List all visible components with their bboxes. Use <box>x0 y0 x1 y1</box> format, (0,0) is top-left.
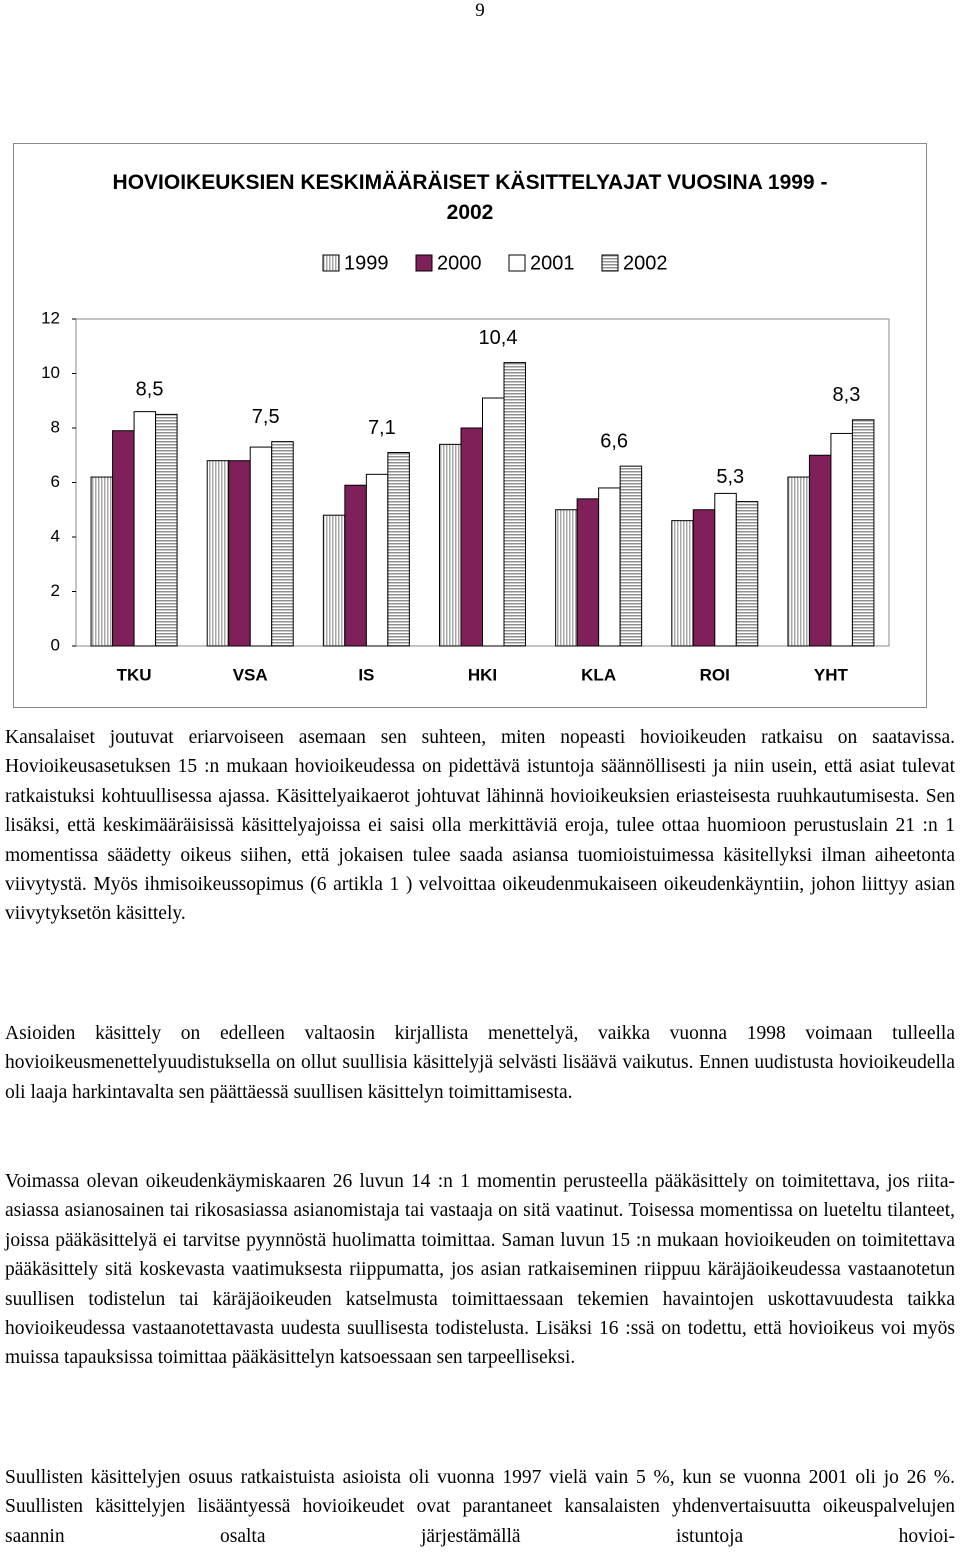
paragraph: Asioiden käsittely on edelleen valtaosin… <box>5 1023 955 1103</box>
data-label: 7,1 <box>368 417 396 439</box>
page-number: 9 <box>475 0 485 21</box>
bar <box>714 492 737 647</box>
bar <box>439 443 462 647</box>
x-tick-label: KLA <box>581 665 616 684</box>
bar <box>619 465 643 647</box>
paragraph: Kansalaiset joutuvat eriarvoiseen asemaa… <box>5 727 955 925</box>
data-label: 5,3 <box>716 466 744 488</box>
bar <box>322 514 346 647</box>
bar <box>692 509 716 647</box>
bar <box>598 487 621 647</box>
legend-label: 2000 <box>437 252 482 274</box>
y-tick-label: 8 <box>51 417 60 436</box>
x-tick-label: YHT <box>814 665 849 684</box>
x-tick-label: ROI <box>700 665 730 684</box>
bar <box>133 411 157 647</box>
legend-swatch <box>508 254 526 272</box>
y-tick-label: 2 <box>51 581 60 600</box>
chart: HOVIOIKEUKSIEN KESKIMÄÄRÄISET KÄSITTELYA… <box>13 143 927 708</box>
y-tick-label: 12 <box>41 308 60 327</box>
legend-label: 2002 <box>623 252 668 274</box>
bar <box>555 509 578 647</box>
bar <box>460 427 483 647</box>
bar <box>344 484 367 647</box>
paragraph: Voimassa olevan oikeudenkäymiskaaren 26 … <box>5 1171 955 1369</box>
y-tick-label: 4 <box>51 526 60 545</box>
data-label: 6,6 <box>600 430 628 452</box>
bar <box>735 501 759 647</box>
bar <box>112 430 135 647</box>
legend-swatch <box>322 254 340 272</box>
x-tick-label: HKI <box>468 665 497 684</box>
bar <box>387 452 410 647</box>
bar <box>206 460 230 647</box>
bar <box>155 413 178 647</box>
bar <box>787 476 810 647</box>
bar <box>851 419 875 647</box>
chart-title: HOVIOIKEUKSIEN KESKIMÄÄRÄISET KÄSITTELYA… <box>112 171 828 224</box>
bar <box>90 476 114 647</box>
x-tick-label: TKU <box>117 665 152 684</box>
bar <box>271 441 294 647</box>
bar <box>482 397 505 647</box>
bar <box>576 498 600 647</box>
y-tick-label: 10 <box>41 363 60 382</box>
legend-label: 2001 <box>530 252 575 274</box>
legend-swatch <box>415 254 433 272</box>
bar <box>671 520 694 647</box>
bar <box>503 362 526 647</box>
legend-label: 1999 <box>344 252 389 274</box>
y-tick-label: 0 <box>51 635 60 654</box>
bar <box>228 460 251 647</box>
x-tick-label: IS <box>358 665 374 684</box>
data-label: 8,3 <box>833 384 861 406</box>
data-label: 8,5 <box>136 379 164 401</box>
bar <box>249 446 273 647</box>
y-tick-label: 6 <box>51 472 60 491</box>
bar <box>808 454 832 647</box>
data-label: 7,5 <box>252 406 280 428</box>
bar <box>830 432 853 647</box>
x-tick-label: VSA <box>233 665 268 684</box>
legend-swatch <box>601 254 619 272</box>
data-label: 10,4 <box>479 327 518 349</box>
chart-svg: 0 2 4 6 8 10 12 1999 2000 2001 2002 TKU 8,5 VSA 7,5 IS 7… <box>41 252 890 684</box>
bar <box>365 473 389 647</box>
paragraph: Suullisten käsittelyjen osuus ratkaistui… <box>5 1467 955 1547</box>
